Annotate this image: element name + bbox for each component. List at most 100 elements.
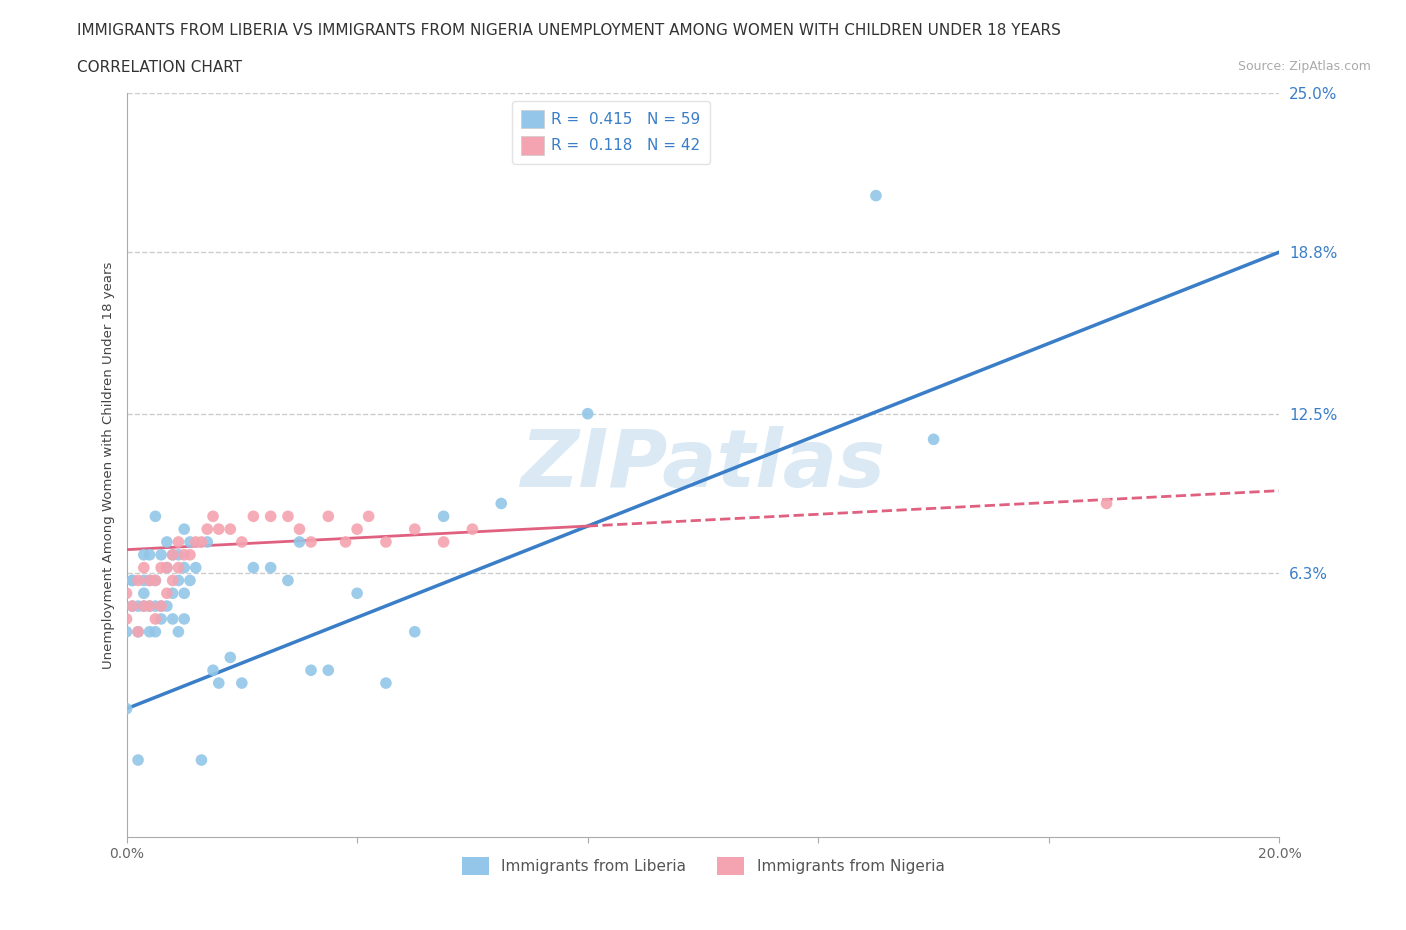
- Point: [127, 624, 149, 639]
- Point: [156, 599, 179, 614]
- Point: [121, 573, 143, 588]
- Point: [1095, 496, 1118, 511]
- Point: [138, 599, 160, 614]
- Point: [184, 560, 207, 575]
- Point: [132, 560, 155, 575]
- Point: [259, 509, 281, 524]
- Point: [162, 612, 184, 627]
- Point: [374, 535, 398, 550]
- Point: [288, 535, 311, 550]
- Point: [404, 522, 426, 537]
- Point: [150, 599, 173, 614]
- Point: [145, 599, 166, 614]
- Point: [145, 509, 166, 524]
- Point: [162, 548, 184, 563]
- Point: [179, 548, 201, 563]
- Point: [145, 612, 166, 627]
- Point: [156, 535, 179, 550]
- Point: [184, 535, 207, 550]
- Point: [138, 624, 160, 639]
- Point: [173, 548, 195, 563]
- Point: [145, 573, 166, 588]
- Point: [433, 535, 456, 550]
- Point: [138, 573, 160, 588]
- Point: [127, 599, 149, 614]
- Point: [299, 663, 322, 678]
- Point: [259, 560, 281, 575]
- Point: [127, 573, 149, 588]
- Point: [127, 752, 149, 767]
- Point: [404, 624, 426, 639]
- Point: [132, 599, 155, 614]
- Point: [190, 752, 212, 767]
- Point: [115, 586, 138, 601]
- Point: [150, 560, 173, 575]
- Point: [202, 663, 225, 678]
- Point: [231, 675, 253, 690]
- Point: [132, 586, 155, 601]
- Point: [121, 573, 143, 588]
- Point: [162, 573, 184, 588]
- Point: [922, 432, 945, 446]
- Point: [433, 509, 456, 524]
- Point: [127, 624, 149, 639]
- Point: [299, 535, 322, 550]
- Point: [277, 573, 299, 588]
- Point: [173, 522, 195, 537]
- Point: [335, 535, 357, 550]
- Point: [491, 496, 513, 511]
- Point: [179, 535, 201, 550]
- Point: [115, 612, 138, 627]
- Point: [150, 548, 173, 563]
- Point: [121, 599, 143, 614]
- Point: [190, 535, 212, 550]
- Point: [288, 522, 311, 537]
- Point: [219, 522, 242, 537]
- Point: [156, 586, 179, 601]
- Point: [346, 586, 368, 601]
- Point: [173, 612, 195, 627]
- Point: [115, 624, 138, 639]
- Point: [167, 535, 190, 550]
- Point: [115, 701, 138, 716]
- Point: [195, 535, 218, 550]
- Point: [374, 675, 398, 690]
- Point: [208, 675, 231, 690]
- Point: [132, 573, 155, 588]
- Point: [195, 522, 218, 537]
- Point: [150, 612, 173, 627]
- Point: [132, 548, 155, 563]
- Point: [576, 406, 599, 421]
- Point: [145, 573, 166, 588]
- Point: [156, 560, 179, 575]
- Point: [346, 522, 368, 537]
- Point: [156, 560, 179, 575]
- Point: [242, 509, 264, 524]
- Point: [357, 509, 380, 524]
- Point: [219, 650, 242, 665]
- Point: [173, 560, 195, 575]
- Point: [167, 624, 190, 639]
- Point: [179, 573, 201, 588]
- Point: [318, 509, 340, 524]
- Point: [121, 599, 143, 614]
- Point: [318, 663, 340, 678]
- Point: [167, 548, 190, 563]
- Point: [162, 548, 184, 563]
- Point: [132, 599, 155, 614]
- Text: CORRELATION CHART: CORRELATION CHART: [77, 60, 242, 75]
- Text: IMMIGRANTS FROM LIBERIA VS IMMIGRANTS FROM NIGERIA UNEMPLOYMENT AMONG WOMEN WITH: IMMIGRANTS FROM LIBERIA VS IMMIGRANTS FR…: [77, 23, 1062, 38]
- Point: [167, 573, 190, 588]
- Point: [242, 560, 264, 575]
- Point: [865, 188, 887, 203]
- Point: [162, 586, 184, 601]
- Point: [138, 573, 160, 588]
- Point: [173, 586, 195, 601]
- Point: [145, 624, 166, 639]
- Point: [150, 599, 173, 614]
- Point: [208, 522, 231, 537]
- Point: [202, 509, 225, 524]
- Point: [277, 509, 299, 524]
- Point: [138, 548, 160, 563]
- Y-axis label: Unemployment Among Women with Children Under 18 years: Unemployment Among Women with Children U…: [103, 261, 115, 669]
